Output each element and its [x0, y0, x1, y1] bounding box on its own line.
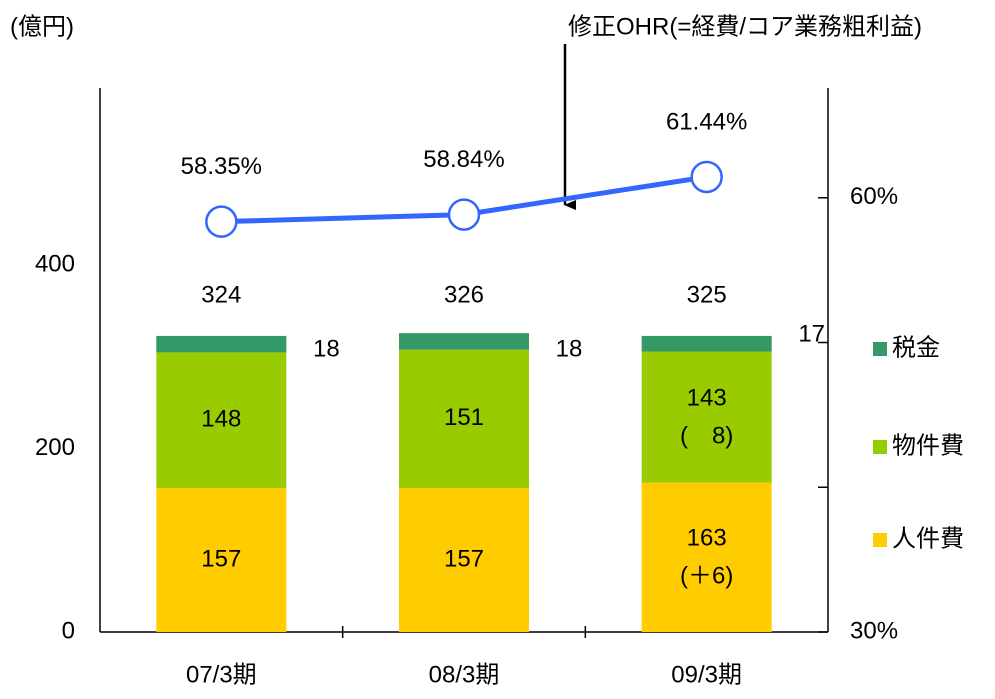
- x-tick-label: 09/3期: [671, 661, 742, 688]
- segment-label: 143: [687, 384, 727, 411]
- total-label: 325: [687, 281, 727, 308]
- bar-segment: [641, 335, 772, 352]
- bar-segment: [641, 351, 772, 483]
- legend-label: 税金: [892, 334, 940, 361]
- bar-segment: [399, 333, 529, 350]
- bar-segment: [641, 482, 772, 632]
- line-value-label: 58.35%: [181, 153, 262, 180]
- line-value-label: 61.44%: [666, 108, 747, 135]
- legend-swatch: [873, 342, 887, 356]
- legend-label: 人件費: [892, 525, 964, 552]
- bar-segment: [156, 352, 287, 489]
- segment-label: 18: [313, 335, 340, 362]
- line-value-label: 58.84%: [423, 146, 504, 173]
- segment-label: 163: [687, 525, 727, 552]
- line-point: [205, 205, 238, 238]
- y-tick-label: 0: [62, 617, 75, 644]
- bar-segment: [399, 488, 529, 632]
- total-label: 324: [201, 281, 241, 308]
- line-title: 修正OHR(=経費/コア業務粗利益): [568, 13, 922, 40]
- unit-label: (億円): [10, 13, 74, 40]
- segment-label: 157: [201, 545, 241, 572]
- delta-label: ( 8): [680, 422, 733, 449]
- line-point: [690, 160, 723, 194]
- y-tick-label: 400: [35, 251, 75, 278]
- legend-swatch: [873, 533, 887, 547]
- legend-label: 物件費: [892, 432, 964, 459]
- bar-segment: [399, 349, 529, 489]
- segment-label: 18: [556, 335, 583, 362]
- legend-swatch: [873, 440, 887, 454]
- x-tick-label: 07/3期: [186, 661, 257, 688]
- y-tick-label: 200: [35, 434, 75, 461]
- segment-label: 148: [201, 406, 241, 433]
- y2-tick-label: 60%: [850, 183, 898, 210]
- total-label: 326: [444, 281, 484, 308]
- line-point: [447, 198, 481, 231]
- segment-label: 17: [798, 320, 825, 347]
- bar-segment: [156, 488, 287, 632]
- segment-label: 157: [444, 545, 484, 572]
- segment-label: 151: [444, 404, 484, 431]
- bar-segment: [156, 335, 287, 353]
- delta-label: (＋6): [680, 563, 733, 590]
- y2-tick-label: 30%: [850, 617, 898, 644]
- x-tick-label: 08/3期: [429, 661, 500, 688]
